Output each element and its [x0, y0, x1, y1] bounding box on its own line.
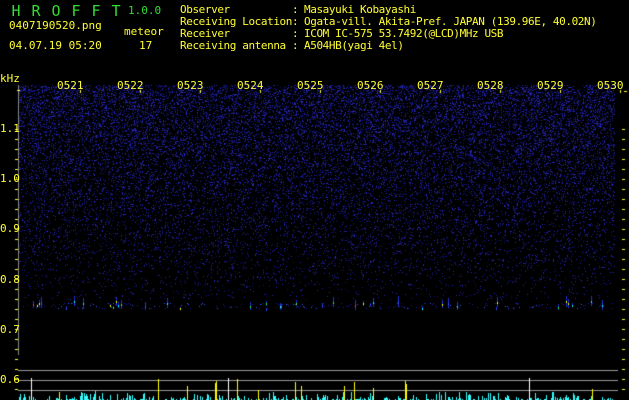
time-label: 0523 — [177, 79, 204, 92]
info-colon: : — [292, 27, 299, 40]
time-label: 0524 — [237, 79, 264, 92]
time-label: 0526 — [357, 79, 384, 92]
title-letter: T — [111, 2, 121, 20]
freq-label: 0.7 — [0, 322, 20, 336]
time-label: 0530 — [597, 79, 624, 92]
title-letter: R — [31, 2, 41, 20]
info-row: Receiver: ICOM IC-575 53.7492(@LCD)MHz US… — [180, 27, 504, 40]
time-label: 0528 — [477, 79, 504, 92]
title-letter: H — [11, 2, 21, 20]
info-value: Masayuki Kobayashi — [304, 3, 417, 16]
time-label: 0527 — [417, 79, 444, 92]
info-label: Receiving Location — [180, 15, 293, 28]
axis-unit: kHz — [0, 72, 20, 85]
info-row: Receiving Location: Ogata-vill. Akita-Pre… — [180, 15, 597, 28]
title-letter: O — [51, 2, 61, 20]
time-label: 0525 — [297, 79, 324, 92]
info-label: Observer — [180, 3, 230, 16]
freq-label: 1.1 — [0, 122, 20, 135]
time-label: 0521 — [57, 79, 84, 92]
info-colon: : — [292, 39, 299, 52]
info-row: Observer: Masayuki Kobayashi — [180, 4, 416, 16]
info-colon: : — [292, 15, 299, 28]
freq-label: 0.9 — [0, 222, 20, 236]
freq-label: 0.6 — [0, 373, 20, 386]
meteor-label: meteor — [124, 25, 164, 38]
title-letter: F — [91, 2, 101, 20]
file-datetime: 04.07.19 05:20 — [9, 39, 102, 52]
freq-label: 1.0 — [0, 172, 20, 186]
file-name: 0407190520.png — [9, 19, 102, 32]
info-label: Receiving antenna — [180, 39, 286, 52]
meteor-count: 17 — [139, 39, 153, 52]
freq-label: 0.8 — [0, 272, 20, 286]
title-letter: F — [71, 2, 81, 20]
info-row: Receiving antenna: A504HB(yagi 4el) — [180, 40, 404, 52]
time-label: 0522 — [117, 79, 144, 92]
info-value: ICOM IC-575 53.7492(@LCD)MHz USB — [304, 27, 504, 40]
app-version: 1.0.0 — [128, 4, 162, 17]
info-colon: : — [292, 3, 299, 16]
time-label: 0529 — [537, 79, 564, 92]
info-label: Receiver — [180, 27, 230, 40]
info-value: A504HB(yagi 4el) — [304, 39, 404, 52]
info-value: Ogata-vill. Akita-Pref. JAPAN (139.96E, … — [304, 15, 597, 28]
